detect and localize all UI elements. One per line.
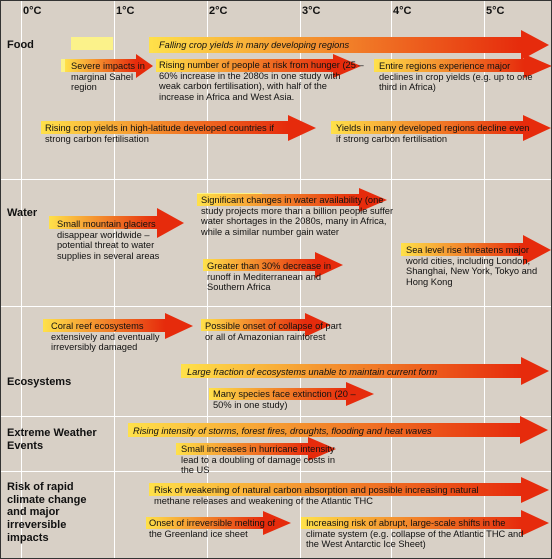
axis-label: 3°C bbox=[302, 5, 320, 17]
caption: Falling crop yields in many developing r… bbox=[159, 40, 419, 51]
caption: Sea level rise threatens major world cit… bbox=[406, 245, 546, 287]
section-divider bbox=[1, 306, 551, 307]
section-divider bbox=[1, 179, 551, 180]
caption: Small mountain glaciers disappear worldw… bbox=[57, 219, 187, 261]
axis-label: 4°C bbox=[393, 5, 411, 17]
caption: Rising crop yields in high-latitude deve… bbox=[45, 123, 290, 144]
caption: Onset of irreversible melting of the Gre… bbox=[149, 518, 289, 539]
gridline bbox=[21, 1, 22, 558]
caption: Large fraction of ecosystems unable to m… bbox=[187, 367, 517, 378]
section-title-extreme: Extreme Weather Events bbox=[7, 427, 107, 452]
caption: Risk of weakening of natural carbon abso… bbox=[154, 485, 509, 506]
axis-label: 2°C bbox=[209, 5, 227, 17]
caption: Rising intensity of storms, forest fires… bbox=[133, 426, 493, 437]
caption: Many species face extinction (20 – 50% i… bbox=[213, 389, 368, 410]
caption: Increasing risk of abrupt, large-scale s… bbox=[306, 518, 536, 550]
caption: Severe impacts in marginal Sahel region bbox=[71, 61, 156, 93]
caption: Rising number of people at risk from hun… bbox=[159, 60, 364, 102]
highlight bbox=[71, 37, 113, 50]
caption: Yields in many developed regions decline… bbox=[336, 123, 536, 144]
caption: Coral reef ecosystems extensively and ev… bbox=[51, 321, 186, 353]
axis-label: 1°C bbox=[116, 5, 134, 17]
section-divider bbox=[1, 416, 551, 417]
caption: Entire regions experience major declines… bbox=[379, 61, 539, 93]
caption: Small increases in hurricane intensity l… bbox=[181, 444, 336, 476]
section-title-risk: Risk of rapid climate change and major i… bbox=[7, 481, 107, 544]
caption: Greater than 30% decrease in runoff in M… bbox=[207, 261, 357, 293]
climate-impacts-chart: 0°C1°C2°C3°C4°C5°CFoodWaterEcosystemsExt… bbox=[0, 0, 552, 559]
axis-label: 5°C bbox=[486, 5, 504, 17]
axis-label: 0°C bbox=[23, 5, 41, 17]
section-title-ecosystems: Ecosystems bbox=[7, 376, 117, 389]
caption: Possible onset of collapse of part or al… bbox=[205, 321, 350, 342]
caption: Significant changes in water availabilit… bbox=[201, 195, 396, 237]
